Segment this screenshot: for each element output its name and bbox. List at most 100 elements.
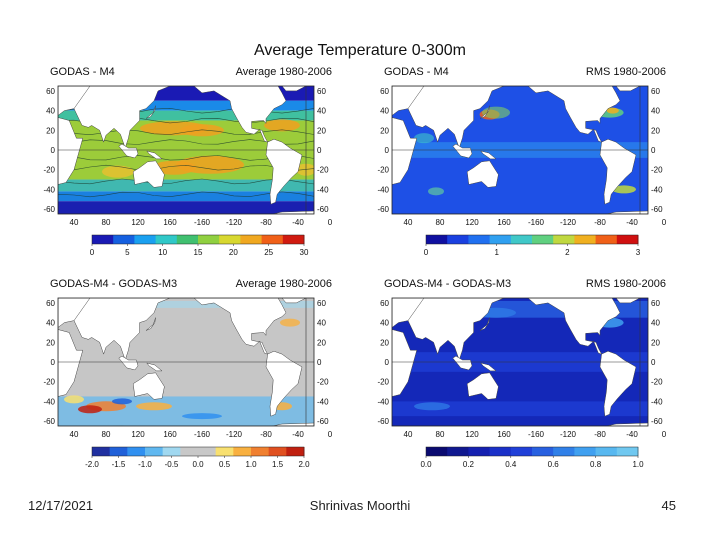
field-feature xyxy=(428,187,444,196)
lat-tick-label-left: -60 xyxy=(43,417,55,426)
lat-tick-label-right: 20 xyxy=(317,338,326,347)
land-greenland xyxy=(615,86,641,92)
lat-tick-label-left: 20 xyxy=(46,338,55,347)
lon-tick-label: 80 xyxy=(102,430,111,439)
colorbar-tick-label: 0.0 xyxy=(192,460,204,469)
land-africa xyxy=(392,329,418,397)
colorbar-tick-label: 0.2 xyxy=(463,460,475,469)
lon-tick-label: -160 xyxy=(194,430,211,439)
field-feature xyxy=(482,106,510,119)
colorbar-segment xyxy=(616,447,639,456)
colorbar-segment xyxy=(92,235,114,244)
lon-tick-label: -80 xyxy=(594,430,606,439)
colorbar-segment xyxy=(215,447,234,456)
colorbar-tick-label: 30 xyxy=(300,248,309,257)
field-band xyxy=(58,110,314,121)
lat-tick-label-left: 40 xyxy=(46,107,55,116)
field-feature xyxy=(264,119,300,132)
colorbar-segment xyxy=(447,235,469,244)
colorbar-segment xyxy=(616,235,639,244)
lat-tick-label-left: 0 xyxy=(51,146,56,155)
lat-tick-label-left: -20 xyxy=(43,378,55,387)
lon-tick-label: -40 xyxy=(626,430,638,439)
colorbar-segment xyxy=(282,235,305,244)
contour-line xyxy=(58,164,314,171)
lon-tick-label: -120 xyxy=(226,218,243,227)
lon-tick-label: -120 xyxy=(226,430,243,439)
colorbar-segment xyxy=(261,235,284,244)
colorbar-tick-label: 25 xyxy=(264,248,273,257)
colorbar-segment xyxy=(286,447,305,456)
colorbar-tick-label: 0.5 xyxy=(219,460,231,469)
lon-tick-label: -120 xyxy=(560,218,577,227)
land-australia xyxy=(466,160,499,188)
colorbar-tick-label: 2.0 xyxy=(298,460,310,469)
land-newguinea xyxy=(146,362,163,372)
lat-tick-label-right: -20 xyxy=(651,166,663,175)
lat-tick-label-left: 60 xyxy=(380,87,389,96)
colorbar-tick-label: 0.6 xyxy=(548,460,560,469)
field-feature xyxy=(112,398,132,405)
land-japan xyxy=(479,105,490,119)
lon-tick-label: -40 xyxy=(292,218,304,227)
land-japan xyxy=(479,317,490,331)
land-asia xyxy=(407,298,505,361)
lon-tick-label: 0 xyxy=(662,430,667,439)
land-greenland xyxy=(615,298,641,304)
field-feature xyxy=(182,413,222,420)
field-feature xyxy=(64,395,84,404)
colorbar-segment xyxy=(553,235,575,244)
land-samerica xyxy=(265,138,303,205)
colorbar-segment xyxy=(574,235,597,244)
colorbar-segment xyxy=(162,447,181,456)
panel-title-right: RMS 1980-2006 xyxy=(585,66,666,78)
lon-tick-label: 0 xyxy=(328,430,333,439)
page-number: 45 xyxy=(661,498,676,513)
colorbar-tick-label: 3 xyxy=(636,248,641,257)
field-feature xyxy=(78,405,102,414)
land-newguinea xyxy=(480,362,497,372)
lat-tick-label-left: 0 xyxy=(385,146,390,155)
lon-tick-label: 0 xyxy=(662,218,667,227)
lat-tick-label-left: -20 xyxy=(377,378,389,387)
land-asia xyxy=(73,86,171,149)
colorbar-segment xyxy=(510,447,533,456)
panel-title-left: GODAS-M4 - GODAS-M3 xyxy=(50,278,178,290)
field-feature xyxy=(606,107,619,114)
land-indo xyxy=(452,143,473,159)
land-australia xyxy=(466,372,499,400)
field-feature xyxy=(414,402,450,411)
lat-tick-label-left: 60 xyxy=(380,299,389,308)
lon-tick-label: 40 xyxy=(404,430,413,439)
lat-tick-label-right: 0 xyxy=(317,146,322,155)
colorbar-segment xyxy=(268,447,287,456)
colorbar-segment xyxy=(198,235,220,244)
lat-tick-label-right: -40 xyxy=(651,397,663,406)
field-feature xyxy=(136,402,172,411)
colorbar-tick-label: 0.0 xyxy=(420,460,432,469)
lon-tick-label: 40 xyxy=(70,430,79,439)
colorbar-segment xyxy=(113,235,135,244)
lat-tick-label-left: 20 xyxy=(380,338,389,347)
lon-tick-label: -160 xyxy=(194,218,211,227)
lat-tick-label-right: 0 xyxy=(317,358,322,367)
colorbar-segment xyxy=(109,447,128,456)
map-frame xyxy=(57,85,315,215)
land-africa xyxy=(392,117,418,185)
lat-tick-label-right: 0 xyxy=(651,358,656,367)
lat-tick-label-left: 40 xyxy=(46,319,55,328)
colorbar-segment xyxy=(176,235,199,244)
lat-tick-label-left: 40 xyxy=(380,107,389,116)
field-band xyxy=(58,300,314,308)
land-greenland xyxy=(281,298,307,304)
panel-title-right: RMS 1980-2006 xyxy=(585,278,666,290)
land-japan xyxy=(145,105,156,119)
colorbar-tick-label: 0.8 xyxy=(590,460,602,469)
lon-tick-label: 160 xyxy=(163,430,177,439)
slide-title: Average Temperature 0-300m xyxy=(254,42,466,59)
lon-tick-label: -120 xyxy=(560,430,577,439)
land-indo xyxy=(118,355,139,371)
map-figure: 60 60 40 40 20 20 0 0 -20 -20 -40 -40 -60 -60 40 80 120 1… xyxy=(377,297,667,469)
lat-tick-label-left: 0 xyxy=(385,358,390,367)
colorbar-tick-label: 1.0 xyxy=(245,460,257,469)
